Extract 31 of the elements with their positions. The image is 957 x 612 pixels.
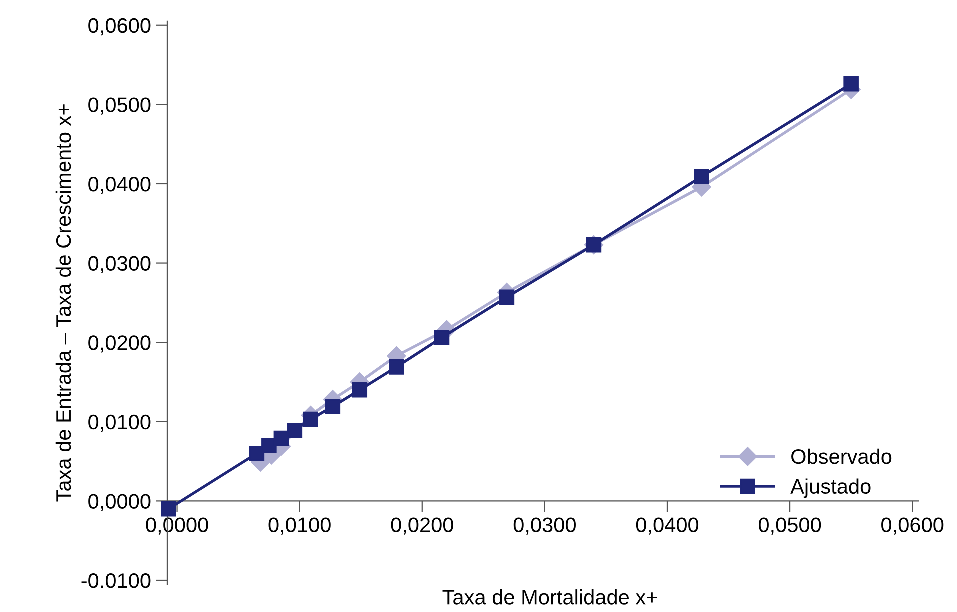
- point: [287, 422, 303, 438]
- point: [262, 438, 277, 454]
- y-tick-label: 0,0000: [88, 494, 151, 512]
- point: [694, 169, 710, 184]
- point: [434, 330, 450, 346]
- x-tick-label: 0,0500: [758, 518, 822, 535]
- y-tick-label: 0,0400: [88, 176, 151, 194]
- x-tick-label: 0,0100: [268, 518, 331, 535]
- y-tick-label: 0,0200: [88, 336, 151, 353]
- point: [844, 76, 859, 92]
- x-tick-label: 0,0400: [636, 518, 699, 535]
- x-axis-title: Taxa de Mortalidade x+: [442, 590, 658, 605]
- point: [325, 399, 341, 414]
- y-tick-label: 0,0500: [88, 98, 151, 115]
- y-tick-label: 0,0300: [88, 256, 151, 274]
- y-tick-label: 0,0100: [88, 414, 151, 432]
- x-tick-label: 0,0200: [391, 518, 454, 535]
- y-tick-label: 0,0600: [88, 18, 151, 36]
- point: [249, 446, 265, 462]
- point: [389, 360, 404, 375]
- point: [303, 412, 318, 428]
- y-axis-title: Taxa de Entrada – Taxa de Crescimento x+: [56, 104, 72, 502]
- x-tick-label: 0,0600: [882, 518, 944, 535]
- point: [352, 382, 368, 398]
- point: [161, 501, 176, 517]
- legend-label: Ajustado: [790, 478, 871, 498]
- y-tick-label: -0.0100: [82, 573, 151, 588]
- legend-label: Observado: [792, 448, 892, 464]
- point: [499, 290, 515, 306]
- point: [274, 430, 290, 446]
- x-tick-label: 0,0300: [514, 518, 576, 535]
